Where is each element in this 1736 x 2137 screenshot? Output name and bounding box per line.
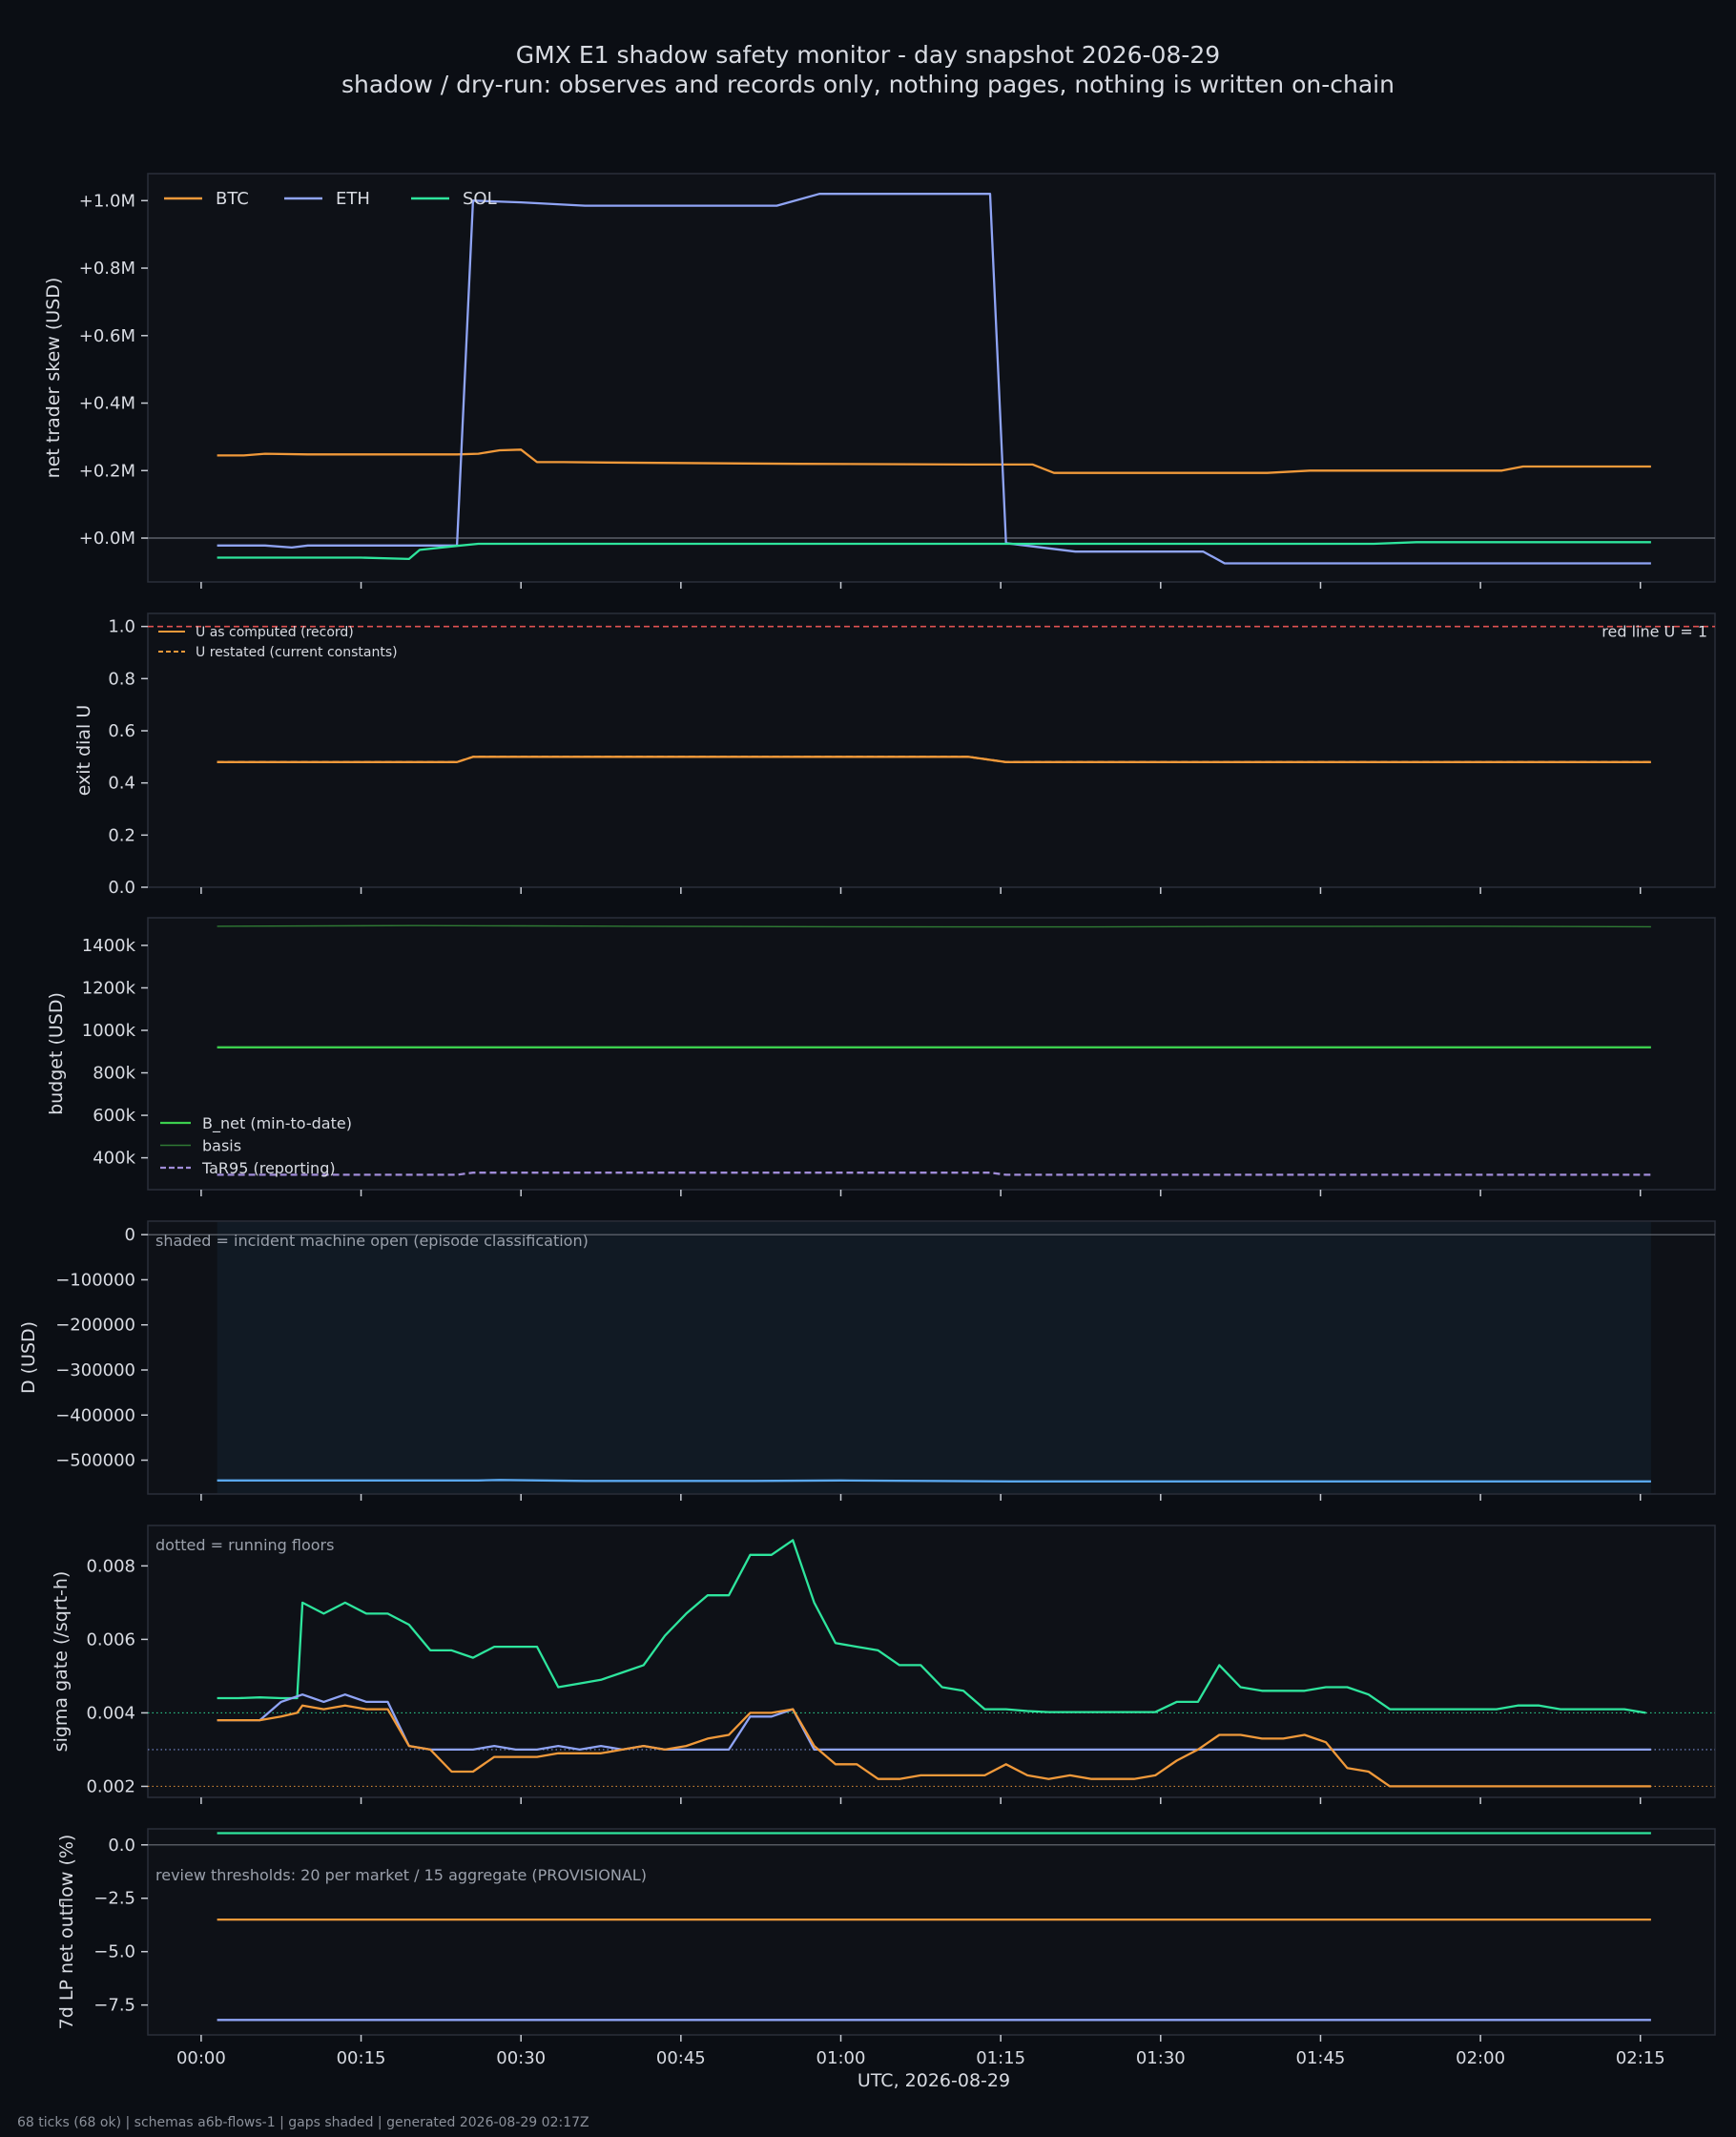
panel-outflow: 0.0 −2.5 −5.0 −7.5 00:00 00:15 00:30 00:45 01:00… — [56, 1828, 1716, 2068]
panel-frame-outflow — [147, 1828, 1716, 2036]
legend-label-budget-1: basis — [202, 1137, 241, 1155]
x-tick-label: 01:45 — [1296, 2048, 1346, 2068]
series-line-sigma-eth — [217, 1693, 1651, 1752]
x-tick-label: 02:15 — [1616, 2048, 1665, 2068]
series-line-budget-basis — [217, 924, 1651, 928]
y-axis-label: budget (USD) — [46, 992, 67, 1115]
legend-label-sol: SOL — [463, 189, 497, 209]
panel-frame-skew — [147, 173, 1716, 583]
panel-sigma: 0.002 0.004 0.006 0.008 sigma gate (/sqrt-h)… — [51, 1525, 1716, 1804]
panel-budget: 400k 600k 800k 1000k 1200k 1400k budget (USD) — [46, 917, 1716, 1196]
chart-title: GMX E1 shadow safety monitor - day snaps… — [516, 41, 1220, 69]
legend-label-eth: ETH — [336, 189, 370, 209]
y-tick-label: 0.006 — [86, 1629, 135, 1649]
panel-frame-sigma — [147, 1525, 1716, 1798]
legend-label-exit-0: U as computed (record) — [196, 625, 354, 640]
series-line-exit-u-restated-current-constants- — [217, 756, 1651, 763]
chart-panels: +0.0M +0.2M +0.4M +0.6M +0.8M +1.0M net trader… — [18, 173, 1716, 2068]
y-tick-label: 0.8 — [108, 669, 135, 689]
y-tick-label: 1.0 — [108, 617, 135, 637]
x-tick-label: 01:00 — [816, 2048, 866, 2068]
panel-skew: +0.0M +0.2M +0.4M +0.6M +0.8M +1.0M net trader… — [43, 173, 1716, 589]
y-axis-label: exit dial U — [73, 705, 94, 797]
x-axis-label: UTC, 2026-08-29 — [858, 2070, 1010, 2091]
series-line-sigma-btc — [217, 1704, 1651, 1788]
y-tick-label: +0.6M — [79, 326, 135, 346]
y-axis-label: sigma gate (/sqrt-h) — [51, 1571, 72, 1753]
y-tick-label: +0.0M — [79, 529, 135, 549]
y-tick-label: +0.8M — [79, 259, 135, 279]
y-tick-label: −2.5 — [93, 1889, 135, 1909]
legend-skew: BTC ETH SOL — [164, 189, 497, 209]
legend-label-exit-1: U restated (current constants) — [196, 645, 398, 660]
x-tick-label: 00:00 — [176, 2048, 226, 2068]
panel-exit: 0.0 0.2 0.4 0.6 0.8 1.0 exit dial U red line U … — [73, 612, 1716, 898]
panel-frame-budget — [147, 917, 1716, 1191]
y-tick-label: 0.6 — [108, 721, 135, 741]
y-tick-label: −7.5 — [93, 1996, 135, 2016]
panel-annotation: dotted = running floors — [155, 1536, 334, 1554]
y-tick-label: 800k — [93, 1064, 135, 1084]
panel-annotation: review thresholds: 20 per market / 15 ag… — [155, 1866, 647, 1884]
series-line-sigma-sol — [217, 1539, 1646, 1714]
series-line-drawdown-d — [217, 1479, 1651, 1483]
y-tick-label: +0.4M — [79, 394, 135, 414]
y-tick-label: +0.2M — [79, 461, 135, 481]
panel-annotation: shaded = incident machine open (episode … — [155, 1232, 589, 1250]
x-tick-label: 02:00 — [1456, 2048, 1505, 2068]
y-tick-label: 0.008 — [86, 1556, 135, 1576]
y-tick-label: 0.002 — [86, 1776, 135, 1796]
y-tick-label: 0.004 — [86, 1703, 135, 1723]
chart-subtitle: shadow / dry-run: observes and records o… — [341, 71, 1395, 98]
x-tick-label: 00:30 — [496, 2048, 546, 2068]
y-tick-label: 400k — [93, 1149, 135, 1169]
y-tick-label: −200000 — [55, 1316, 135, 1336]
y-tick-label: −400000 — [55, 1405, 135, 1425]
series-line-skew-btc — [217, 448, 1651, 474]
y-tick-label: −500000 — [55, 1451, 135, 1471]
y-tick-label: 1000k — [82, 1021, 136, 1041]
y-tick-label: 0 — [125, 1225, 135, 1245]
series-line-budget-tar95-reporting- — [217, 1172, 1651, 1176]
x-tick-label: 00:15 — [337, 2048, 386, 2068]
y-tick-label: 600k — [93, 1106, 135, 1126]
legend-label-btc: BTC — [216, 189, 249, 209]
y-tick-label: +1.0M — [79, 191, 135, 211]
legend-exit-dial: U as computed (record) U restated (curren… — [158, 625, 398, 660]
y-tick-label: −5.0 — [93, 1942, 135, 1962]
legend-label-budget-2: TaR95 (reporting) — [201, 1159, 336, 1177]
y-tick-label: 1200k — [82, 978, 136, 998]
y-axis-label: net trader skew (USD) — [43, 278, 64, 479]
incident-shade — [217, 1222, 1651, 1493]
panel-drawdown: 0 −100000 −200000 −300000 −400000 −500000 D (U… — [18, 1220, 1716, 1501]
x-tick-label: 01:30 — [1136, 2048, 1186, 2068]
legend-label-budget-0: B_net (min-to-date) — [202, 1114, 352, 1133]
x-tick-label: 00:45 — [656, 2048, 706, 2068]
y-tick-label: 0.4 — [108, 774, 135, 794]
legend-budget: B_net (min-to-date) basis TaR95 (reporting… — [160, 1114, 352, 1177]
y-tick-label: 0.0 — [108, 1836, 135, 1856]
y-axis-label: 7d LP net outflow (%) — [56, 1835, 77, 2030]
y-axis-label: D (USD) — [18, 1321, 39, 1394]
y-tick-label: 0.0 — [108, 878, 135, 898]
y-tick-label: −100000 — [55, 1270, 135, 1290]
series-line-skew-sol — [217, 541, 1651, 561]
red-line-label: red line U = 1 — [1602, 623, 1707, 641]
panel-frame-exit — [147, 612, 1716, 888]
y-tick-label: 1400k — [82, 936, 136, 956]
footer-status: 68 ticks (68 ok) | schemas a6b-flows-1 |… — [17, 2115, 589, 2130]
y-tick-label: 0.2 — [108, 825, 135, 845]
y-tick-label: −300000 — [55, 1360, 135, 1380]
series-line-skew-eth — [217, 193, 1651, 565]
x-tick-label: 01:15 — [976, 2048, 1025, 2068]
